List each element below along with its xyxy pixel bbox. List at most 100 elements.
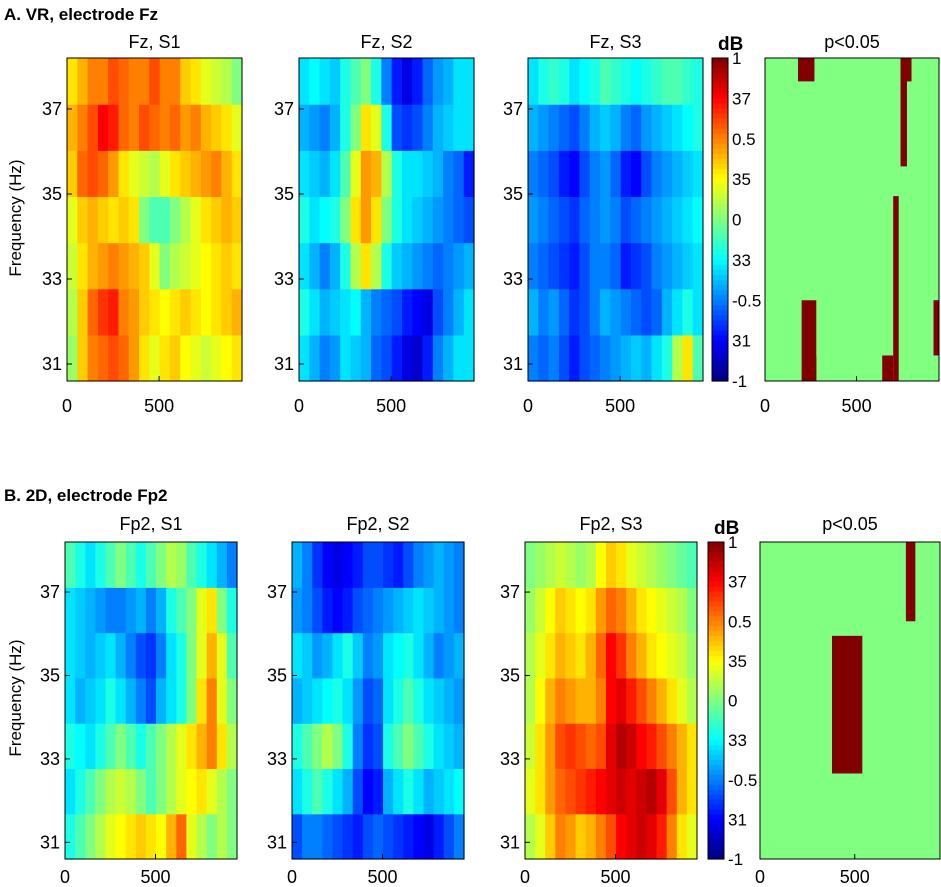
heatmap-cell: [383, 542, 394, 588]
heatmap-cell: [401, 288, 413, 336]
heatmap-cell: [686, 723, 698, 770]
heatmap-cell: [108, 58, 120, 105]
sec1-panel1-xtick-label: 500: [368, 867, 398, 887]
heatmap-cell: [636, 768, 648, 815]
heatmap-cell: [463, 150, 475, 198]
heatmap-cell: [463, 242, 475, 290]
heatmap-cell: [322, 542, 334, 588]
heatmap-cell: [661, 104, 673, 151]
colorbar-swatch: [708, 799, 724, 806]
heatmap-cell: [352, 632, 364, 679]
heatmap-cell: [159, 334, 171, 382]
heatmap-cell: [433, 632, 445, 679]
heatmap-cell: [651, 334, 663, 382]
heatmap-cell: [372, 632, 384, 679]
heatmap-cell: [391, 288, 403, 336]
heatmap-cell: [538, 288, 550, 336]
heatmap-cell: [575, 813, 587, 860]
heatmap-cell: [115, 768, 127, 815]
colorbar-swatch: [708, 819, 724, 825]
heatmap-cell: [641, 242, 653, 290]
section-b-ylabel: Frequency (Hz): [6, 639, 25, 756]
heatmap-cell: [128, 242, 140, 290]
heatmap-cell: [176, 677, 188, 724]
heatmap-cell: [206, 677, 218, 724]
heatmap-cell: [686, 632, 698, 679]
colorbar-swatch: [708, 809, 724, 816]
sec1-colorbar-tick: 0.5: [728, 612, 752, 631]
heatmap-cell: [211, 242, 223, 290]
heatmap-cell: [391, 104, 403, 151]
heatmap-cell: [569, 58, 581, 105]
heatmap-cell: [579, 196, 591, 244]
heatmap-cell: [115, 813, 127, 860]
heatmap-cell: [186, 723, 198, 770]
heatmap-cell: [413, 542, 425, 588]
heatmap-cell: [332, 677, 344, 724]
heatmap-cell: [156, 587, 167, 634]
heatmap-cell: [600, 104, 611, 151]
sec1-panel2-ytick-label: 35: [500, 665, 520, 685]
heatmap-cell: [413, 632, 425, 679]
heatmap-cell: [299, 104, 310, 151]
heatmap-cell: [391, 58, 403, 105]
heatmap-cell: [383, 723, 394, 770]
heatmap-cell: [309, 150, 321, 198]
heatmap-cell: [65, 677, 76, 724]
heatmap-cell: [115, 632, 127, 679]
heatmap-cell: [166, 587, 177, 634]
heatmap-cell: [95, 723, 107, 770]
colorbar-swatch: [712, 204, 728, 211]
heatmap-cell: [630, 196, 642, 244]
heatmap-cell: [692, 334, 704, 382]
heatmap-cell: [412, 196, 424, 244]
colorbar-swatch: [712, 138, 728, 145]
colorbar-swatch: [712, 214, 728, 221]
heatmap-cell: [180, 288, 192, 336]
sec1-colorbar-tick: 33: [728, 731, 747, 750]
heatmap-cell: [401, 334, 413, 382]
heatmap-cell: [169, 104, 181, 151]
heatmap-cell: [350, 196, 362, 244]
colorbar-swatch: [712, 365, 728, 372]
colorbar-swatch: [708, 591, 724, 598]
heatmap-cell: [381, 104, 393, 151]
heatmap-cell: [692, 150, 704, 198]
heatmap-cell: [312, 677, 323, 724]
heatmap-cell: [433, 768, 445, 815]
sec0-mask-significant-region: [933, 300, 939, 356]
heatmap-cell: [118, 58, 130, 105]
colorbar-swatch: [712, 194, 728, 200]
heatmap-cell: [605, 813, 617, 860]
heatmap-cell: [569, 242, 581, 290]
heatmap-cell: [226, 813, 238, 860]
heatmap-cell: [139, 242, 150, 290]
heatmap-cell: [371, 58, 382, 105]
colorbar-swatch: [708, 561, 724, 568]
heatmap-cell: [108, 242, 120, 290]
heatmap-cell: [666, 542, 678, 588]
heatmap-cell: [97, 242, 109, 290]
heatmap-cell: [105, 768, 117, 815]
heatmap-cell: [432, 104, 444, 151]
colorbar-swatch: [712, 285, 728, 291]
heatmap-cell: [312, 632, 323, 679]
colorbar-swatch: [712, 355, 728, 362]
heatmap-cell: [145, 677, 157, 724]
heatmap-cell: [433, 587, 445, 634]
heatmap-cell: [135, 677, 147, 724]
heatmap-cell: [401, 104, 413, 151]
colorbar-swatch: [712, 199, 728, 205]
colorbar-swatch: [712, 360, 728, 367]
heatmap-cell: [630, 104, 642, 151]
colorbar-swatch: [712, 300, 728, 306]
heatmap-cell: [545, 542, 556, 588]
heatmap-cell: [125, 587, 137, 634]
sec0-mask-background: [765, 58, 939, 381]
colorbar-swatch: [712, 249, 728, 256]
heatmap-cell: [186, 768, 198, 815]
heatmap-cell: [463, 104, 475, 151]
heatmap-cell: [125, 813, 137, 860]
heatmap-cell: [381, 150, 393, 198]
heatmap-cell: [463, 334, 475, 382]
